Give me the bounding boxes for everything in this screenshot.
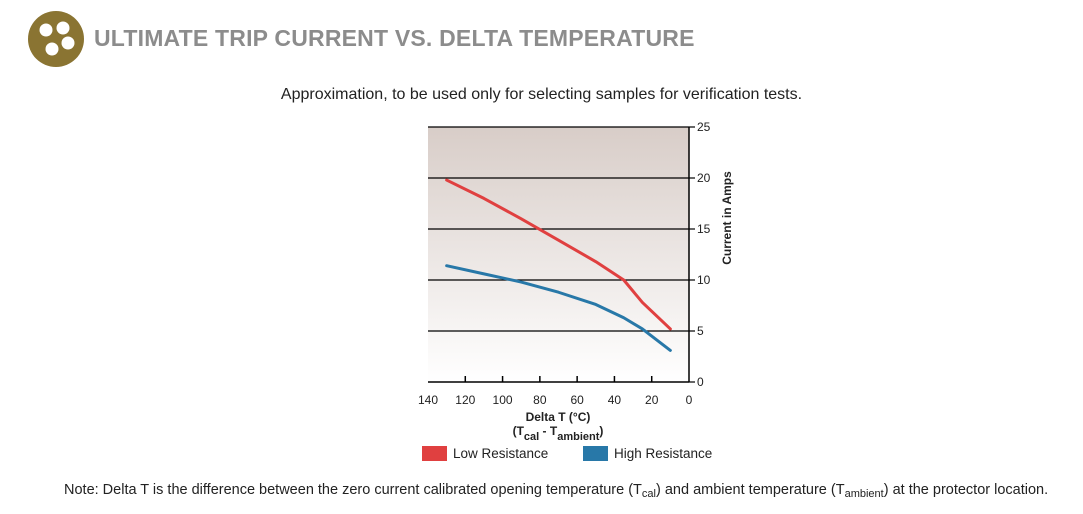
plot-area	[428, 127, 689, 382]
x-tick-label: 80	[533, 393, 547, 407]
y-tick-label: 10	[697, 273, 711, 287]
footnote: Note: Delta T is the difference between …	[64, 482, 1049, 500]
series-line-low-resistance	[445, 178, 672, 331]
y-tick-label: 15	[697, 222, 711, 236]
y-tick-label: 25	[697, 120, 711, 134]
x-tick-label: 20	[645, 393, 659, 407]
legend-label-low-resistance: Low Resistance	[453, 446, 548, 461]
chart-subtitle: Approximation, to be used only for selec…	[280, 86, 803, 103]
series-line-high-resistance	[445, 264, 672, 352]
y-tick-label: 5	[697, 324, 704, 338]
y-tick-label: 0	[697, 375, 704, 389]
page-title: ULTIMATE TRIP CURRENT VS. DELTA TEMPERAT…	[94, 25, 695, 51]
x-axis-sublabel: (Tcal - Tambient)	[513, 424, 604, 443]
x-tick-label: 140	[418, 393, 438, 407]
y-axis-label: Current in Amps	[720, 171, 734, 265]
y-tick-label: 20	[697, 171, 711, 185]
x-tick-label: 0	[686, 393, 693, 407]
x-tick-label: 40	[608, 393, 622, 407]
x-tick-label: 120	[455, 393, 475, 407]
legend-swatch-high-resistance	[583, 446, 608, 461]
x-axis-label: Delta T (°C)	[526, 410, 591, 424]
brand-logo-icon	[28, 11, 84, 67]
legend-label-high-resistance: High Resistance	[614, 446, 712, 461]
legend-swatch-low-resistance	[422, 446, 447, 461]
x-tick-label: 60	[570, 393, 584, 407]
x-tick-label: 100	[493, 393, 513, 407]
